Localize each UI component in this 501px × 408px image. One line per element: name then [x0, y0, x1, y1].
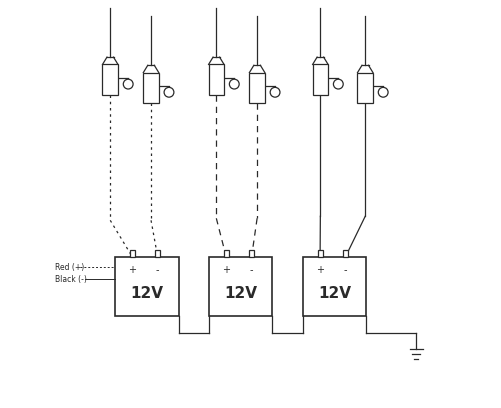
Bar: [248, 250, 254, 257]
Text: -: -: [156, 265, 159, 275]
Text: +: +: [222, 265, 230, 275]
Circle shape: [333, 79, 343, 89]
Bar: [303, 257, 366, 316]
Bar: [155, 250, 160, 257]
Text: 12V: 12V: [224, 286, 257, 301]
Bar: [342, 250, 347, 257]
Text: -: -: [343, 265, 347, 275]
Text: Red (+): Red (+): [55, 263, 84, 272]
Circle shape: [270, 87, 280, 97]
Bar: [312, 64, 328, 95]
Text: Black (-): Black (-): [55, 275, 87, 284]
Bar: [223, 250, 228, 257]
Circle shape: [229, 79, 238, 89]
Bar: [143, 73, 158, 103]
Bar: [102, 64, 118, 95]
Bar: [208, 64, 223, 95]
Text: 12V: 12V: [318, 286, 350, 301]
Text: 12V: 12V: [130, 286, 163, 301]
Text: -: -: [249, 265, 253, 275]
Bar: [317, 250, 322, 257]
Bar: [209, 257, 272, 316]
Circle shape: [164, 87, 173, 97]
Bar: [249, 73, 265, 103]
Bar: [357, 73, 372, 103]
Bar: [130, 250, 135, 257]
Bar: [115, 257, 178, 316]
Text: +: +: [128, 265, 136, 275]
Circle shape: [378, 87, 387, 97]
Circle shape: [123, 79, 133, 89]
Text: +: +: [316, 265, 324, 275]
